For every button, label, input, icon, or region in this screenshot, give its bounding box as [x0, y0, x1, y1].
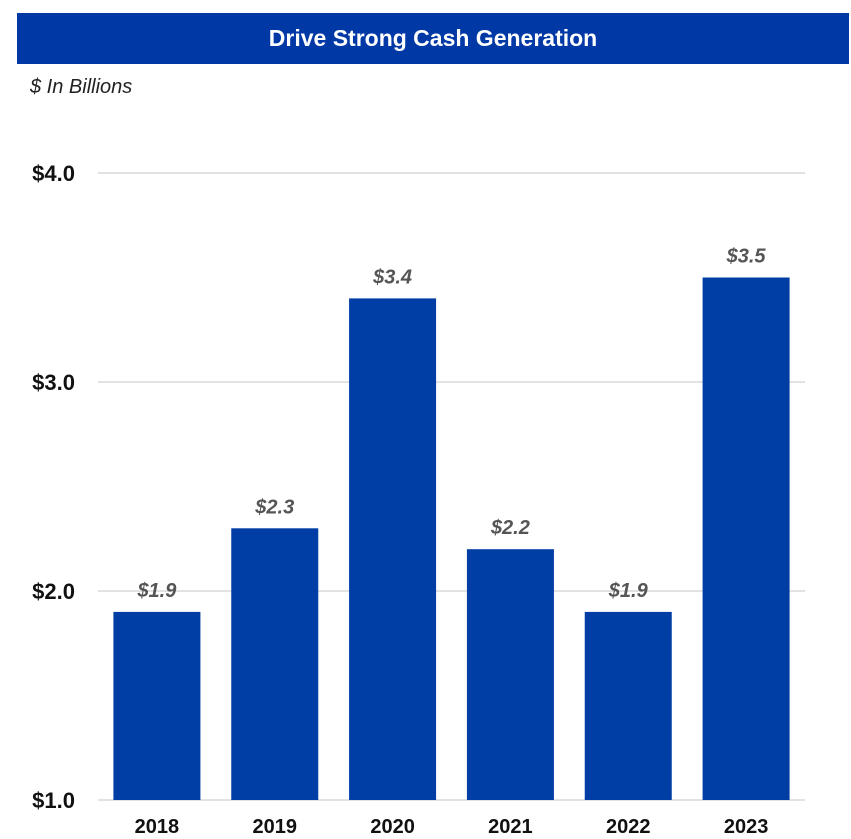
y-tick-label: $3.0	[32, 370, 75, 395]
x-tick-label: 2018	[135, 816, 180, 838]
bar	[349, 298, 437, 800]
y-tick-label: $2.0	[32, 579, 75, 604]
data-label: $3.4	[372, 266, 412, 288]
chart-title: Drive Strong Cash Generation	[17, 13, 849, 64]
x-tick-label: 2022	[606, 816, 651, 838]
x-tick-label: 2023	[724, 816, 769, 838]
y-tick-label: $4.0	[32, 161, 75, 186]
x-tick-label: 2021	[488, 816, 533, 838]
chart-subtitle: $ In Billions	[30, 76, 133, 98]
x-tick-label: 2020	[370, 816, 415, 838]
bar	[584, 611, 672, 800]
bar	[702, 277, 790, 800]
data-label: $2.2	[490, 517, 530, 539]
bar	[113, 611, 201, 800]
bar	[466, 549, 554, 800]
data-label: $1.9	[136, 580, 177, 602]
x-tick-label: 2019	[253, 816, 298, 838]
y-tick-label: $1.0	[32, 788, 75, 813]
data-label: $2.3	[254, 496, 294, 518]
data-label: $3.5	[726, 246, 767, 268]
bar	[231, 528, 319, 800]
data-label: $1.9	[608, 580, 649, 602]
